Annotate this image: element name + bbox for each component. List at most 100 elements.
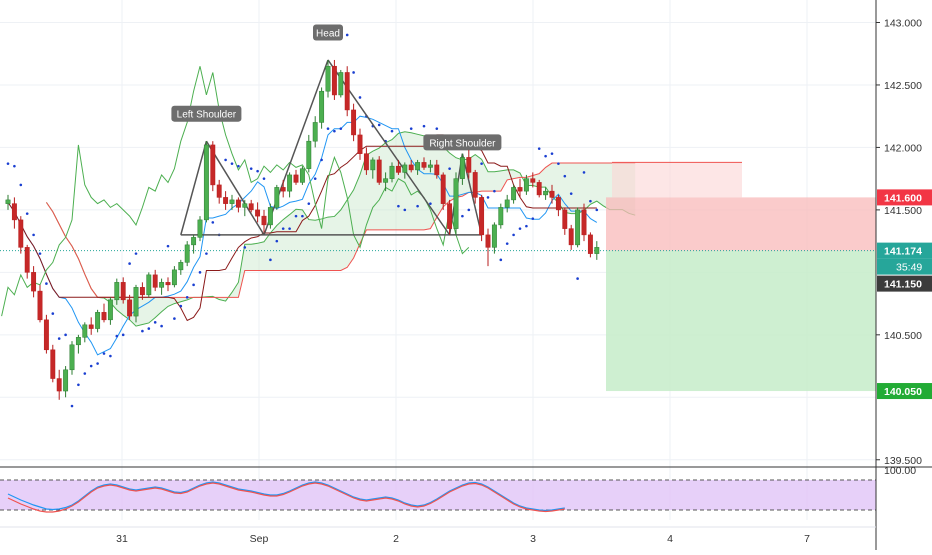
sar-dot	[544, 154, 547, 158]
sar-dot	[281, 227, 285, 230]
sar-dot	[448, 167, 451, 170]
lagging-span	[1, 66, 470, 317]
candle-body	[402, 164, 408, 173]
sar-dot	[121, 333, 125, 337]
pattern-line	[180, 140, 208, 236]
sar-dot	[518, 227, 522, 230]
sar-dot	[422, 124, 426, 128]
candle-body	[165, 282, 171, 286]
candle-body	[280, 187, 286, 192]
candle-body	[319, 90, 325, 123]
take-profit-zone	[606, 250, 876, 392]
sar-dot	[224, 158, 227, 162]
candle-body	[299, 168, 305, 183]
sar-dot	[537, 147, 541, 150]
sar-dot	[160, 324, 163, 328]
sar-dot	[179, 304, 183, 308]
sar-dot	[25, 212, 29, 215]
sar-dot	[352, 71, 355, 74]
sar-dot	[550, 152, 554, 155]
candle-body	[453, 178, 459, 229]
sar-dot	[147, 327, 151, 330]
sar-dot	[256, 169, 259, 173]
sar-dot	[499, 258, 503, 262]
candle-body	[408, 164, 414, 171]
candle-body	[491, 224, 497, 248]
candle-body	[75, 337, 81, 346]
candle-body	[485, 234, 491, 248]
sar-dot	[576, 277, 579, 280]
sar-dot	[390, 129, 394, 133]
price-tick-label: 139.500	[884, 455, 922, 467]
stop-price-tag-bg	[877, 189, 932, 206]
time-tick-label: 4	[667, 533, 673, 545]
sar-dot	[294, 214, 298, 218]
candle-body	[159, 282, 165, 288]
candle-body	[331, 65, 337, 96]
candle-body	[459, 157, 465, 179]
candle-body	[114, 282, 120, 301]
current-price-tag-bg	[877, 242, 932, 259]
prev-price-tag-bg	[877, 275, 932, 292]
price-tick-label: 141.500	[884, 205, 922, 217]
sar-dot	[192, 283, 195, 287]
countdown-tag-bg	[877, 258, 932, 275]
candle-body	[357, 134, 363, 154]
candle-body	[229, 199, 235, 204]
sar-dot	[83, 372, 87, 375]
candle-body	[581, 209, 587, 236]
cloud-fill	[46, 131, 636, 327]
sar-dot	[134, 252, 138, 255]
sar-dot	[525, 224, 528, 228]
candle-body	[152, 274, 158, 288]
time-tick-label: 31	[116, 533, 128, 545]
sar-dot	[512, 233, 515, 237]
sar-dot	[595, 208, 599, 212]
target-price-tag-bg	[877, 383, 932, 400]
sar-dot	[45, 282, 48, 285]
price-tick-label: 143.000	[884, 17, 922, 29]
sar-dot	[211, 221, 215, 224]
candle-body	[216, 184, 222, 198]
price-tick-label: 142.500	[884, 80, 922, 92]
sar-dot	[333, 129, 336, 133]
oscillator-band	[0, 480, 876, 510]
candle-body	[395, 165, 401, 173]
candle-body	[261, 215, 267, 226]
sar-dot	[589, 199, 592, 203]
candle-body	[56, 378, 62, 392]
sar-dot	[307, 202, 311, 205]
candle-body	[421, 162, 427, 168]
pattern-line	[461, 153, 483, 236]
sar-dot	[198, 271, 202, 274]
candle-body	[549, 190, 555, 198]
prev-price-tag: 141.150	[884, 279, 922, 291]
sar-dot	[38, 252, 42, 255]
candle-body	[197, 219, 203, 238]
candle-body	[82, 324, 88, 338]
sar-dot	[237, 164, 240, 168]
sar-dot	[32, 233, 35, 237]
candle-body	[235, 199, 241, 208]
sar-dot	[230, 162, 234, 165]
sar-dot	[582, 171, 586, 174]
candle-body	[43, 319, 49, 351]
candle-body	[274, 187, 280, 208]
candle-body	[447, 203, 453, 229]
sar-dot	[57, 337, 61, 340]
candle-body	[101, 312, 107, 321]
sar-dot	[243, 246, 247, 249]
sar-dot	[409, 127, 413, 130]
candle-body	[587, 234, 593, 254]
sar-dot	[288, 227, 291, 230]
sar-dot	[320, 158, 323, 162]
candle-body	[69, 344, 75, 371]
candle-body	[536, 182, 542, 196]
stop-loss-zone	[606, 197, 876, 251]
candle-body	[255, 209, 261, 217]
sar-dot	[275, 239, 279, 243]
candle-body	[511, 187, 517, 201]
candle-body	[31, 272, 37, 292]
